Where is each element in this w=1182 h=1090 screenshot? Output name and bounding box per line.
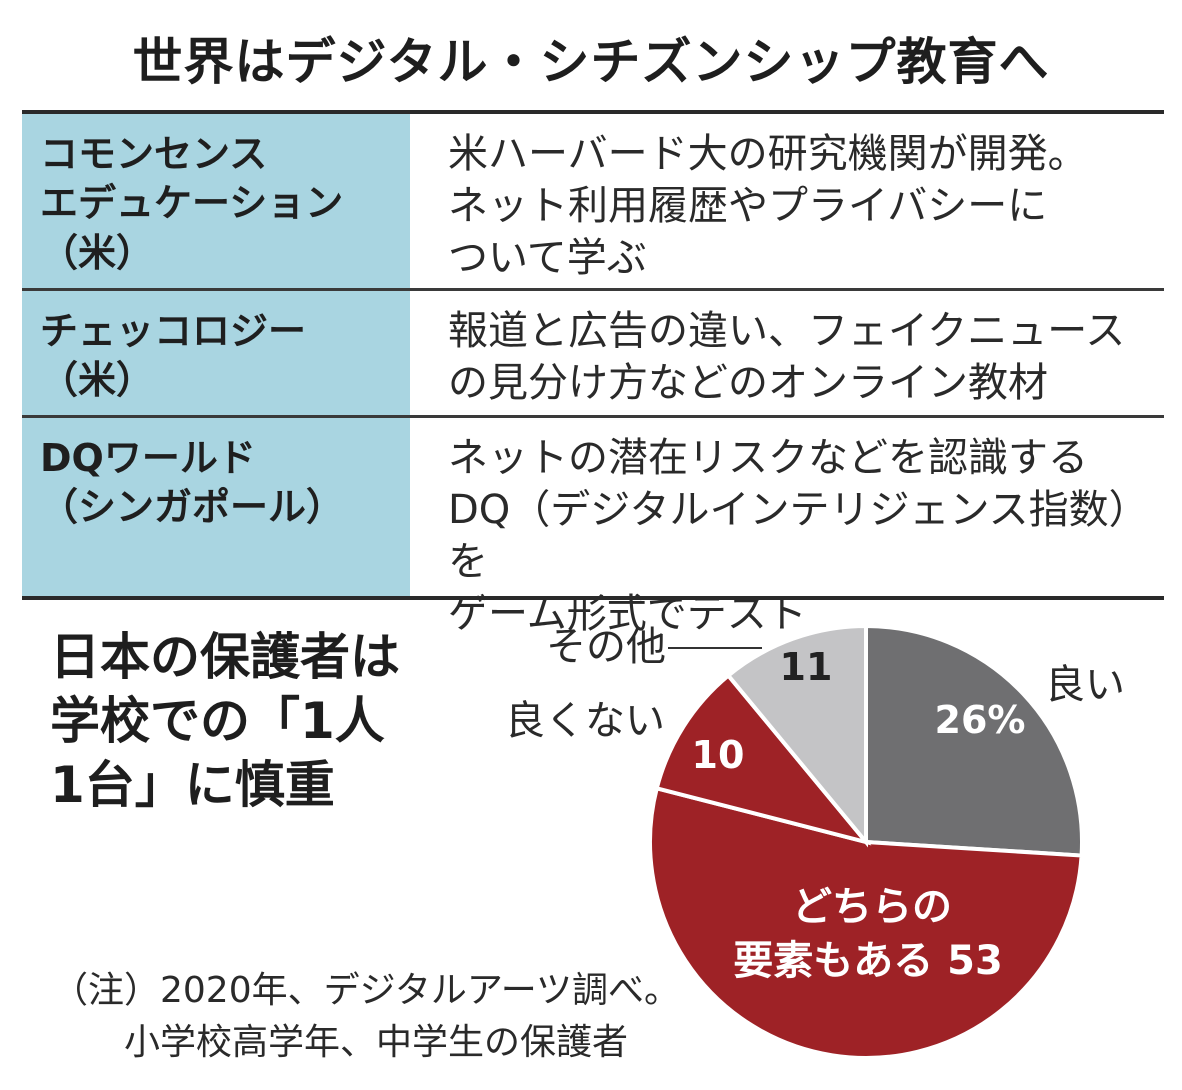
table-row: コモンセンス エデュケーション （米） 米ハーバード大の研究機関が開発。 ネット… bbox=[22, 114, 1164, 288]
table-row: チェッコロジー （米） 報道と広告の違い、フェイクニュース の見分け方などのオン… bbox=[22, 288, 1164, 415]
program-description: ネットの潜在リスクなどを認識する DQ（デジタルインテリジェンス指数）を ゲーム… bbox=[448, 435, 1149, 637]
pie-outline bbox=[649, 625, 1083, 1059]
value-label-both-line1: どちらの bbox=[792, 884, 952, 930]
program-name: チェッコロジー （米） bbox=[22, 291, 410, 415]
category-label-other: その他 bbox=[546, 624, 666, 670]
program-name: DQワールド （シンガポール） bbox=[22, 418, 410, 596]
program-name: コモンセンス エデュケーション （米） bbox=[22, 114, 410, 288]
value-label-good: 26% bbox=[935, 698, 1026, 742]
page-title: 世界はデジタル・シチズンシップ教育へ bbox=[132, 33, 1050, 91]
value-label-bad: 10 bbox=[692, 733, 745, 777]
value-label-other: 11 bbox=[780, 645, 833, 689]
value-label-both: 要素もある 53 bbox=[733, 938, 1003, 984]
programs-table: コモンセンス エデュケーション （米） 米ハーバード大の研究機関が開発。 ネット… bbox=[22, 110, 1164, 637]
category-label-bad: 良くない bbox=[505, 698, 665, 744]
program-description: 報道と広告の違い、フェイクニュース の見分け方などのオンライン教材 bbox=[448, 308, 1126, 406]
chart-title: 日本の保護者は 学校での「1人 1台」に慎重 bbox=[50, 628, 400, 814]
source-note: （注）2020年、デジタルアーツ調べ。 小学校高学年、中学生の保護者 bbox=[52, 970, 681, 1064]
table-row: DQワールド （シンガポール） ネットの潜在リスクなどを認識する DQ（デジタル… bbox=[22, 415, 1164, 637]
category-label-good: 良い bbox=[1045, 662, 1125, 708]
program-description: 米ハーバード大の研究機関が開発。 ネット利用履歴やプライバシーに ついて学ぶ bbox=[448, 131, 1088, 281]
